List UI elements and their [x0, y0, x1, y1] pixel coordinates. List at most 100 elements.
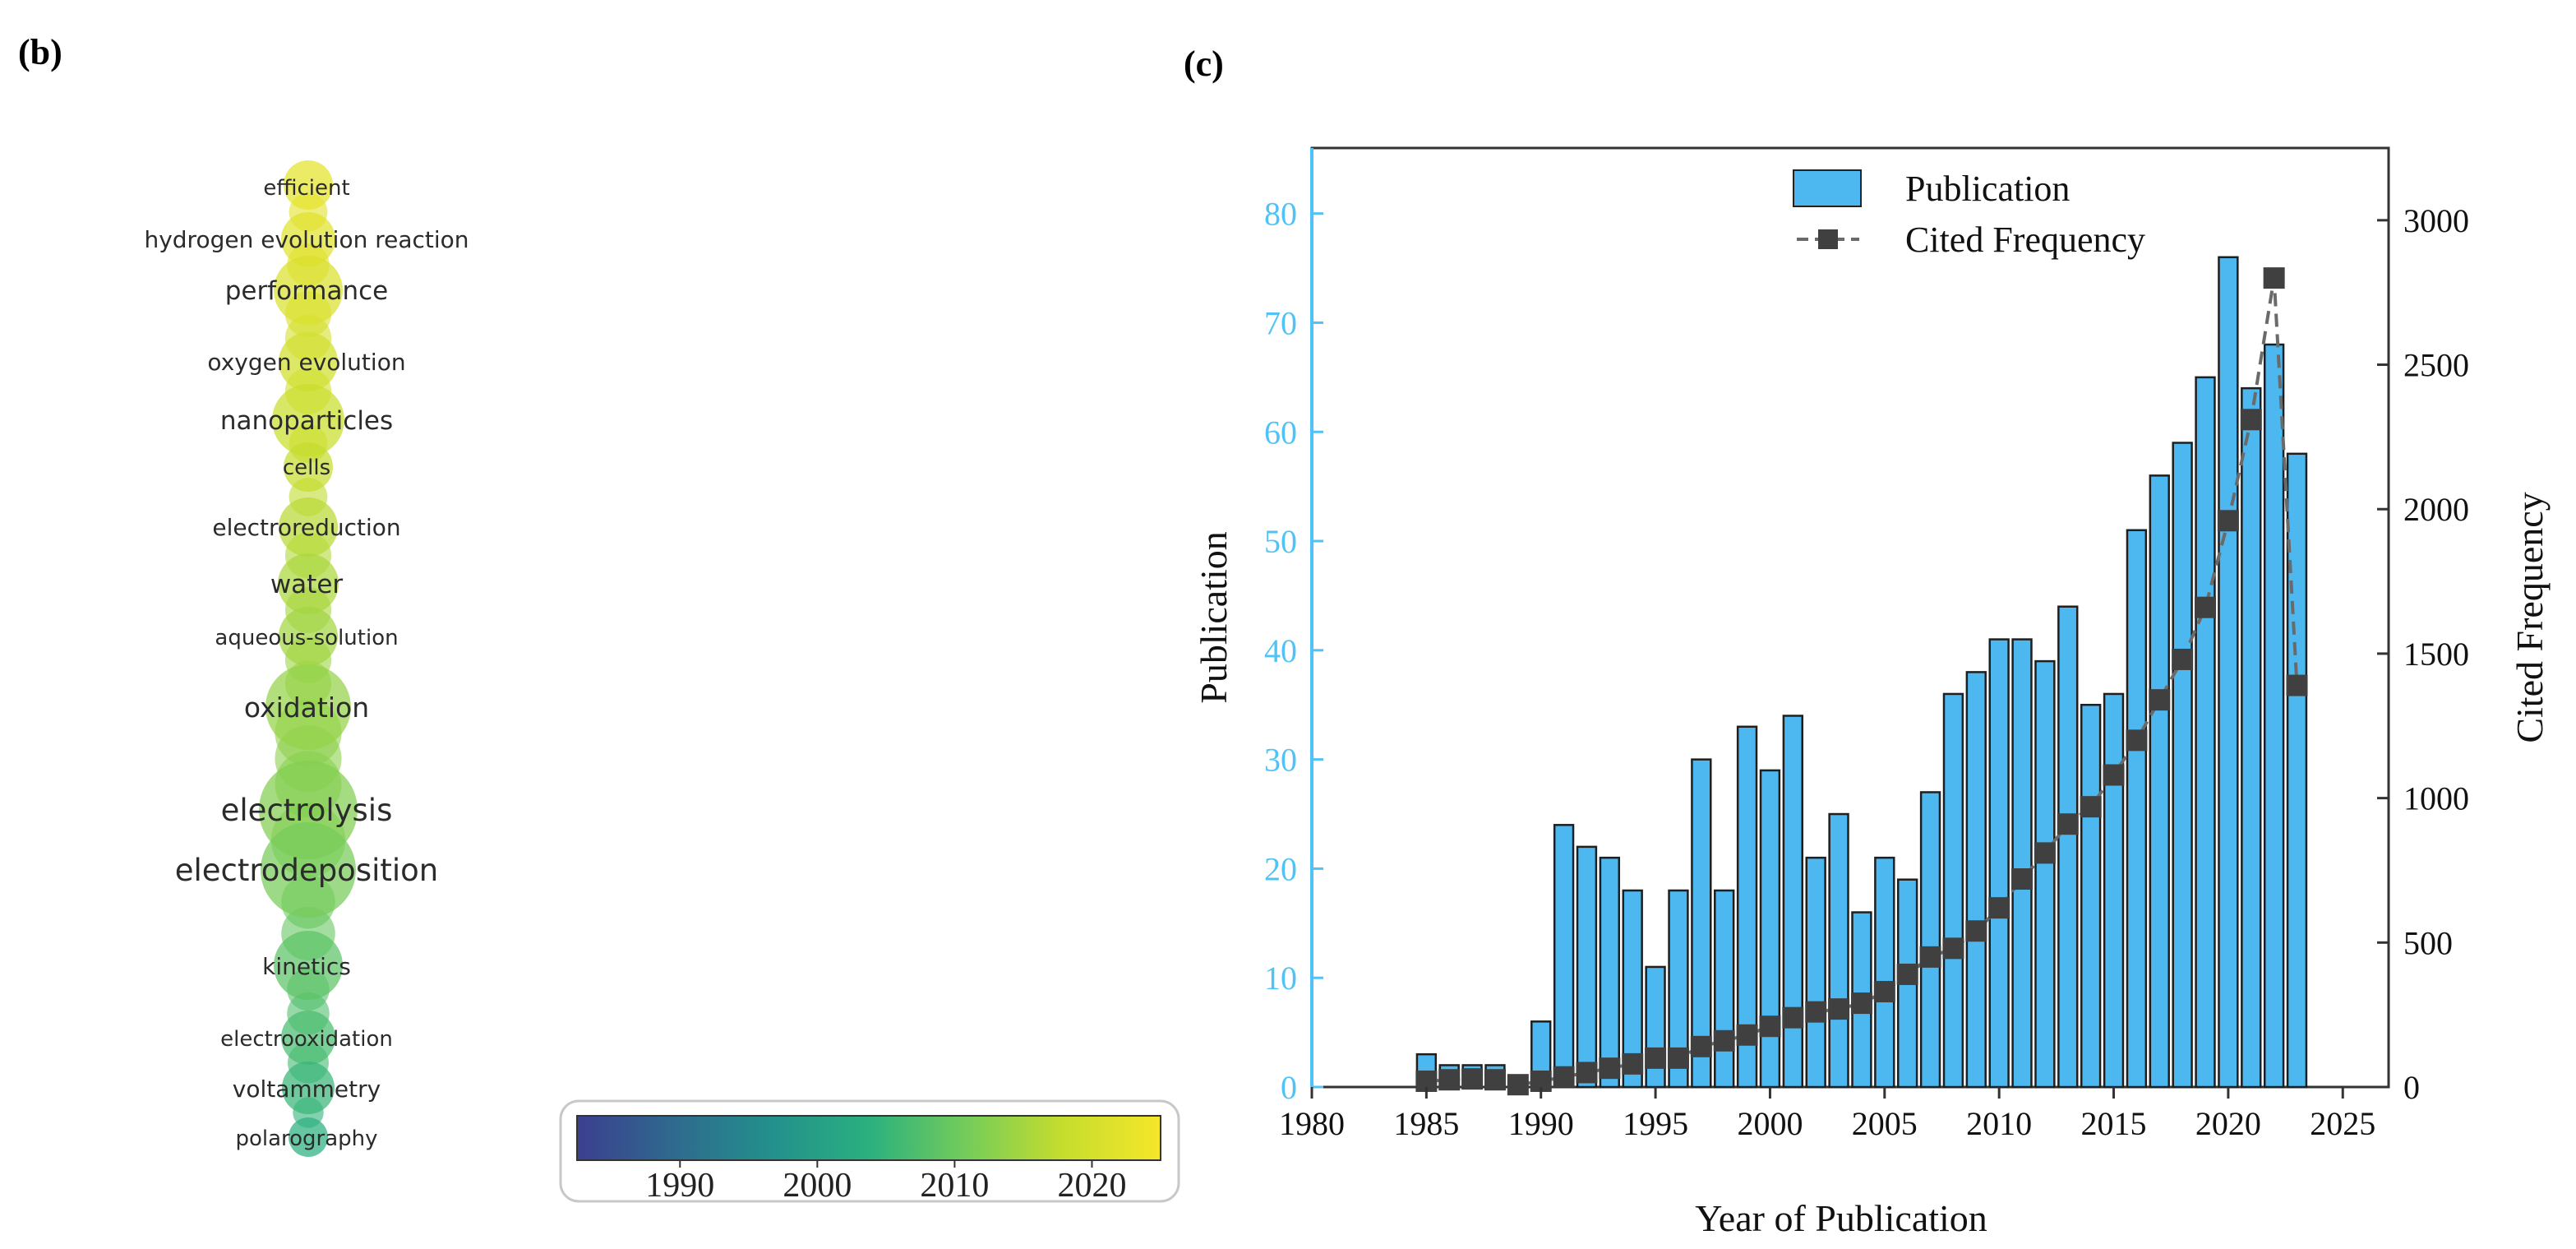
cite-marker-1998 — [1713, 1029, 1735, 1052]
cite-marker-2016 — [2126, 729, 2148, 752]
bar-1997 — [1691, 758, 1712, 1089]
legend-marker-cited — [1818, 229, 1838, 249]
keyword-node — [274, 931, 343, 1000]
bar-2012 — [2034, 659, 2056, 1089]
keyword-node — [272, 384, 344, 456]
y2-axis-title: Cited Frequency — [2509, 492, 2551, 742]
cite-marker-1988 — [1484, 1069, 1506, 1091]
keyword-label: aqueous-solution — [215, 626, 398, 650]
x-tick-label: 1995 — [1623, 1105, 1688, 1142]
legend-label-cited: Cited Frequency — [1905, 220, 2145, 260]
cite-marker-2020 — [2217, 510, 2239, 532]
keyword-label: oxidation — [244, 692, 369, 724]
cite-marker-2021 — [2240, 409, 2262, 431]
legend-label-publication: Publication — [1905, 169, 2070, 209]
bar-1991 — [1553, 824, 1575, 1089]
keyword-node — [261, 822, 356, 918]
x-tick-label: 2020 — [2195, 1105, 2261, 1142]
x-tick-label: 2025 — [2310, 1105, 2375, 1142]
cite-marker-2001 — [1782, 1006, 1804, 1029]
cite-marker-2004 — [1850, 992, 1872, 1015]
keyword-node — [284, 442, 333, 492]
keyword-label: performance — [225, 276, 389, 306]
keyword-node — [265, 664, 351, 750]
keyword-label: efficient — [263, 176, 349, 201]
colorbar-tick-label: 2020 — [1057, 1167, 1126, 1205]
bar-2022 — [2263, 343, 2285, 1089]
cite-marker-1999 — [1736, 1024, 1758, 1046]
cite-marker-2006 — [1896, 963, 1918, 985]
cite-marker-2002 — [1805, 1001, 1827, 1023]
cite-marker-2019 — [2195, 596, 2217, 618]
cite-marker-1991 — [1553, 1066, 1575, 1088]
y-tick-label: 40 — [1264, 632, 1297, 669]
keyword-label: voltammetry — [233, 1076, 381, 1103]
keyword-label: cells — [283, 456, 330, 480]
bar-1995 — [1645, 965, 1666, 1089]
cite-marker-1992 — [1576, 1062, 1598, 1084]
cite-marker-1993 — [1599, 1057, 1621, 1080]
bar-2018 — [2172, 442, 2193, 1089]
legend: Publication Cited Frequency — [1793, 169, 2145, 260]
y-axis-title: Publication — [1193, 531, 1235, 704]
keyword-node — [278, 553, 339, 614]
cite-marker-1996 — [1667, 1047, 1689, 1069]
keyword-label: hydrogen evolution reaction — [144, 226, 469, 253]
y2-tick-label: 2000 — [2403, 491, 2469, 528]
bar-2005 — [1874, 856, 1895, 1089]
keyword-node — [274, 256, 343, 325]
x-tick-label: 1990 — [1508, 1105, 1574, 1142]
panel-c-label: (c) — [1184, 44, 1224, 84]
bar-1998 — [1714, 889, 1735, 1089]
cite-marker-1989 — [1507, 1074, 1529, 1096]
cite-marker-2010 — [1988, 897, 2010, 919]
bar-2019 — [2195, 376, 2216, 1089]
keyword-label: oxygen evolution — [207, 349, 405, 376]
bar-2017 — [2149, 474, 2170, 1089]
keyword-timeline: efficient hydrogen evolution reaction perf… — [144, 160, 469, 1157]
bar-1999 — [1736, 725, 1758, 1089]
x-tick-label: 2015 — [2081, 1105, 2147, 1142]
keyword-label: nanoparticles — [220, 406, 393, 436]
keyword-label: water — [270, 570, 344, 599]
keyword-node — [281, 1011, 335, 1065]
x-tick-label: 2010 — [1966, 1105, 2032, 1142]
keyword-label: electrooxidation — [220, 1027, 393, 1052]
cite-marker-2000 — [1759, 1015, 1781, 1038]
bar-2021 — [2241, 386, 2262, 1089]
bar-2013 — [2057, 605, 2079, 1089]
keyword-label: electroreduction — [212, 514, 400, 541]
bar-2016 — [2126, 529, 2148, 1089]
cite-marker-1987 — [1461, 1068, 1484, 1090]
bar-2020 — [2218, 256, 2239, 1089]
x-tick-label: 2000 — [1737, 1105, 1803, 1142]
y-tick-label: 30 — [1264, 742, 1297, 779]
y-tick-label: 50 — [1264, 523, 1297, 560]
cited-frequency-markers — [1415, 267, 2308, 1096]
keyword-node — [279, 332, 338, 391]
bar-2003 — [1828, 812, 1849, 1089]
keyword-node — [289, 1117, 328, 1157]
colorbar-gradient — [576, 1115, 1161, 1161]
cite-marker-2007 — [1919, 946, 1941, 968]
y2-tick-label: 2500 — [2403, 347, 2469, 384]
colorbar-tick-label: 2000 — [782, 1167, 852, 1205]
cite-marker-1994 — [1622, 1052, 1644, 1075]
y-tick-label: 0 — [1281, 1069, 1297, 1106]
colorbar: 1990 2000 2010 2020 — [559, 1099, 1180, 1205]
x-tick-label: 2005 — [1852, 1105, 1918, 1142]
x-tick-label: 1980 — [1279, 1105, 1345, 1142]
bar-2011 — [2011, 638, 2033, 1089]
colorbar-tick-label: 2010 — [920, 1167, 989, 1205]
keyword-node — [281, 212, 335, 266]
keyword-label: polarography — [235, 1126, 377, 1151]
cite-marker-2023 — [2286, 674, 2308, 696]
bar-1992 — [1576, 845, 1598, 1089]
bar-2010 — [1988, 638, 2010, 1089]
x-tick-label: 1985 — [1393, 1105, 1459, 1142]
keyword-node — [279, 607, 338, 666]
colorbar-tick-label: 1990 — [645, 1167, 714, 1205]
cite-marker-2009 — [1965, 920, 1987, 942]
bar-2007 — [1919, 791, 1941, 1089]
cite-marker-2013 — [2057, 813, 2079, 835]
